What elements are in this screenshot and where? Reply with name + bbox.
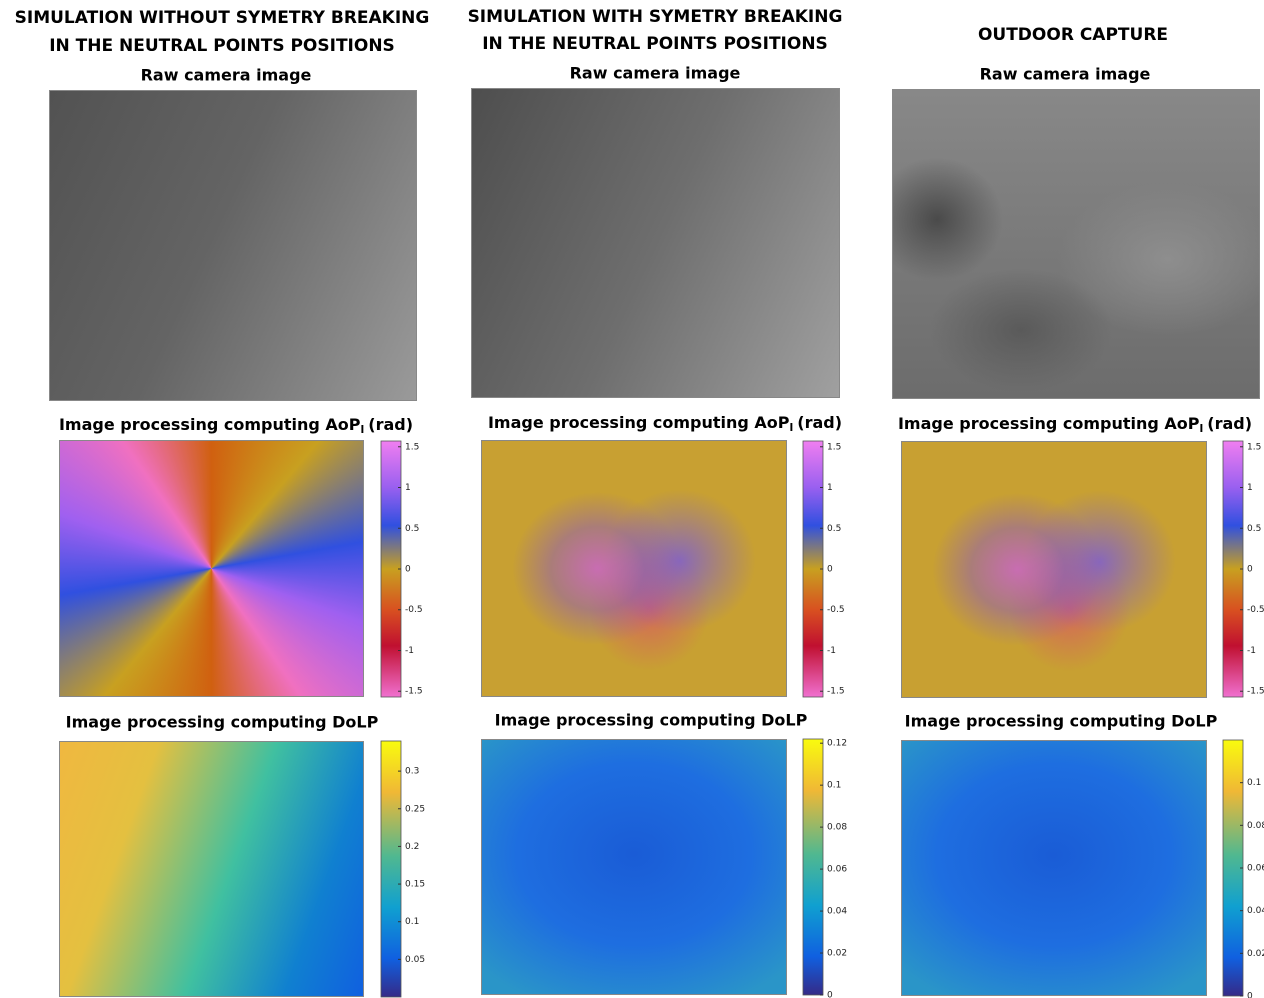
column-title: IN THE NEUTRAL POINTS POSITIONS [49, 36, 395, 56]
colorbar-tick-label: 0.05 [405, 955, 425, 965]
colorbar-tick-label: 0.2 [405, 842, 419, 852]
panel-label: Image processing computing DoLP [905, 712, 1218, 731]
colorbar-tick-label: 1.5 [827, 442, 841, 452]
panel-label: Raw camera image [141, 66, 312, 85]
label-unit: (rad) [368, 415, 413, 434]
raw-image [49, 90, 417, 401]
colorbar-tick-label: 0.06 [1247, 864, 1264, 874]
panel-label: Image processing computing DoLP [66, 713, 379, 732]
colorbar-tick-label: 0.5 [405, 524, 419, 534]
column-title: SIMULATION WITH SYMETRY BREAKING [468, 7, 843, 27]
colorbar-tick-label: 1.5 [405, 442, 419, 452]
colorbar-tick-label: 0.02 [827, 949, 847, 959]
label-sub: l [790, 421, 794, 434]
aop-image [901, 441, 1207, 698]
colorbar-tick-label: -1.5 [827, 687, 845, 697]
colorbar-tick-label: 1 [827, 483, 833, 493]
column-title: SIMULATION WITHOUT SYMETRY BREAKING [15, 8, 430, 28]
colorbar-tick-label: 0.15 [405, 880, 425, 890]
dolp-image [481, 739, 787, 995]
colorbar-tick-label: 0.04 [1247, 906, 1264, 916]
raw-image [471, 88, 840, 398]
colorbar-tick-label: -0.5 [405, 605, 423, 615]
dolp-image [901, 740, 1207, 996]
panel-label: Image processing computing AoPl (rad) [898, 414, 1252, 436]
panel-label: Raw camera image [570, 64, 741, 83]
label-sub: l [361, 423, 365, 436]
colorbar [380, 740, 402, 998]
panel-label: Image processing computing AoPl (rad) [488, 413, 842, 435]
aop-image [481, 440, 787, 697]
colorbar-tick-label: 0.5 [1247, 524, 1261, 534]
colorbar-tick-label: 0.5 [827, 524, 841, 534]
colorbar-tick-label: 1.5 [1247, 442, 1261, 452]
colorbar-tick-label: 0 [827, 991, 833, 998]
panel-label: Image processing computing AoPl (rad) [59, 415, 413, 437]
colorbar-tick-label: -0.5 [1247, 605, 1264, 615]
colorbar [802, 738, 824, 996]
colorbar-tick-label: 0 [827, 565, 833, 575]
column-title: OUTDOOR CAPTURE [978, 25, 1168, 45]
colorbar-tick-label: -1.5 [405, 687, 423, 697]
dolp-image [59, 741, 364, 997]
colorbar-tick-label: -1 [827, 646, 836, 656]
colorbar-tick-label: 0.06 [827, 865, 847, 875]
aop-image [59, 440, 364, 697]
colorbar-tick-label: 0 [405, 565, 411, 575]
colorbar-tick-label: 0.25 [405, 804, 425, 814]
label-main: Image processing computing AoP [488, 413, 790, 432]
colorbar-tick-label: 0.3 [405, 767, 419, 777]
colorbar-tick-label: 0 [1247, 992, 1253, 998]
colorbar-tick-label: 0.1 [405, 917, 419, 927]
colorbar-tick-label: 0.08 [827, 823, 847, 833]
colorbar-tick-label: 0 [1247, 565, 1253, 575]
colorbar-tick-label: -0.5 [827, 605, 845, 615]
colorbar-tick-label: 1 [405, 483, 411, 493]
column-title: IN THE NEUTRAL POINTS POSITIONS [482, 34, 828, 54]
colorbar-tick-label: -1.5 [1247, 687, 1264, 697]
panel-label: Raw camera image [980, 65, 1151, 84]
label-unit: (rad) [797, 413, 842, 432]
colorbar-tick-label: 0.1 [827, 781, 841, 791]
raw-image [892, 89, 1260, 399]
label-sub: l [1200, 422, 1204, 435]
colorbar-tick-label: 0.1 [1247, 778, 1261, 788]
label-unit: (rad) [1207, 414, 1252, 433]
colorbar-tick-label: 0.08 [1247, 821, 1264, 831]
label-main: Image processing computing AoP [59, 415, 361, 434]
colorbar-tick-label: 0.04 [827, 907, 847, 917]
colorbar-tick-label: 0.12 [827, 739, 847, 749]
colorbar-tick-label: -1 [1247, 646, 1256, 656]
panel-label: Image processing computing DoLP [495, 711, 808, 730]
colorbar-tick-label: 0.02 [1247, 949, 1264, 959]
colorbar-tick-label: 1 [1247, 483, 1253, 493]
colorbar-tick-label: -1 [405, 646, 414, 656]
label-main: Image processing computing AoP [898, 414, 1200, 433]
